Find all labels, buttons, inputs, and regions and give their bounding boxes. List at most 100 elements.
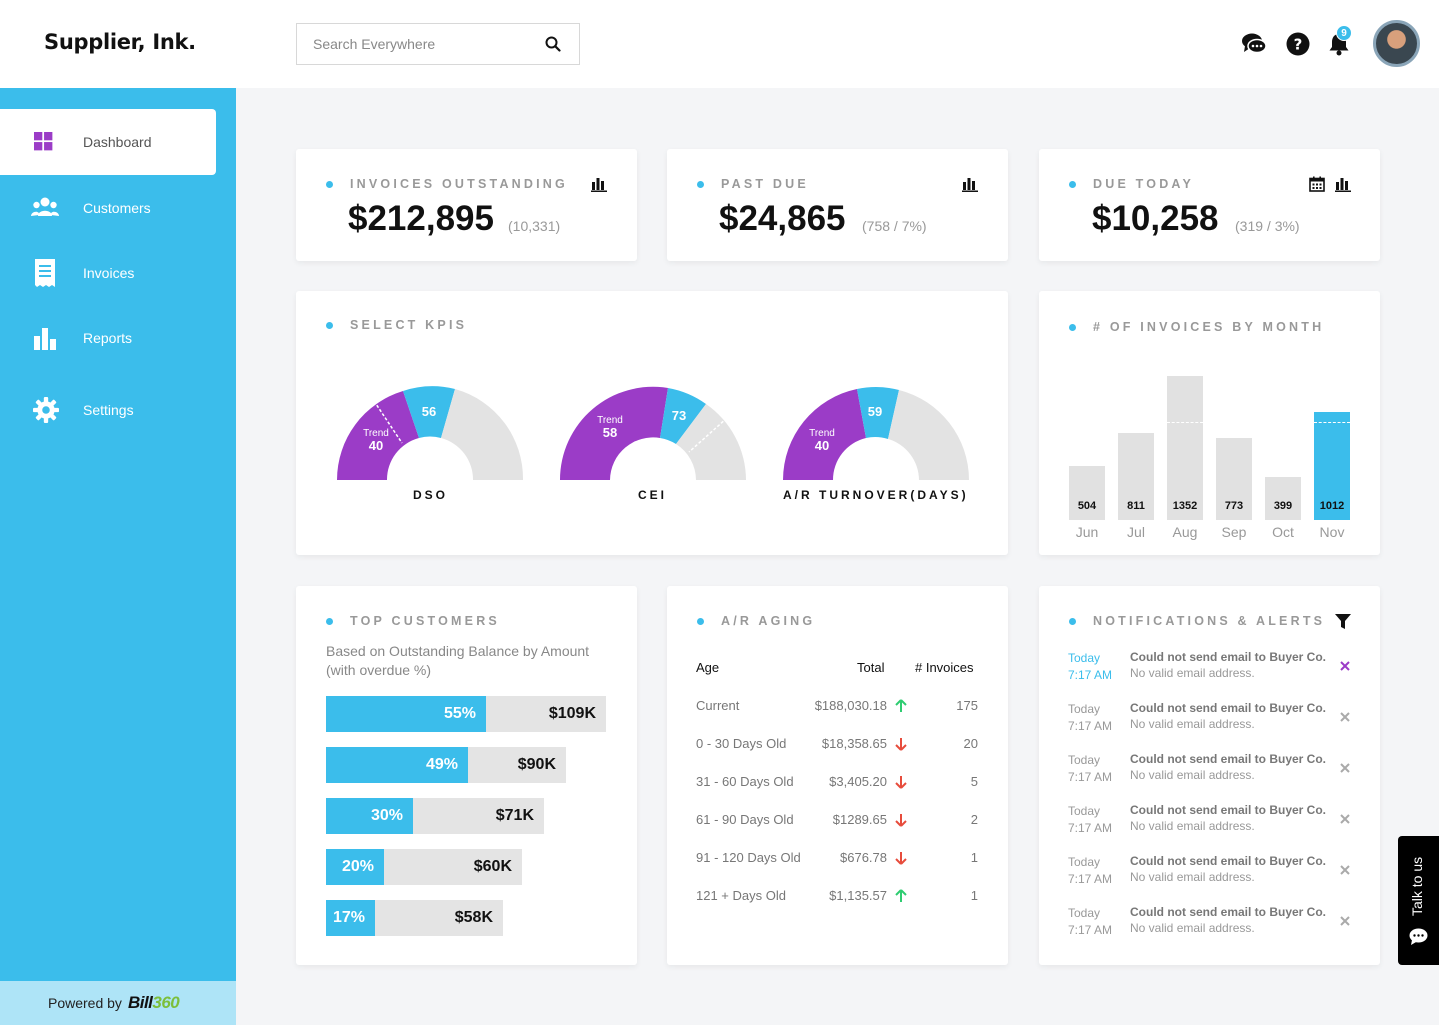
close-icon[interactable] [1340,661,1350,671]
notification-time: Today 7:17 AM [1068,854,1112,888]
month-bar[interactable] [1167,376,1203,520]
aging-age: 61 - 90 Days Old [696,812,794,827]
overdue-percent: 30% [326,798,413,834]
notification-clock: 7:17 AM [1068,770,1113,784]
customer-amount: $71K [495,807,534,824]
customer-bar[interactable]: 17% $58K [326,900,503,936]
bar-chart-icon[interactable] [1335,176,1351,192]
dso-gauge[interactable]: Trend 40 56 [336,386,524,482]
close-icon[interactable] [1340,763,1350,773]
notification-detail: No valid email address. [1130,717,1255,731]
help-icon[interactable]: ? [1285,31,1311,57]
aging-count: 2 [970,812,978,827]
notification-title: Could not send email to Buyer Co. [1130,854,1327,868]
search-icon[interactable] [545,36,561,52]
title-dot [326,322,333,329]
month-bar-value: 811 [1127,500,1145,512]
ar-turnover-label: A/R TURNOVER(DAYS) [783,488,969,502]
sidebar-item-dashboard[interactable]: Dashboard [0,109,216,175]
notification-clock: 7:17 AM [1068,872,1113,886]
notification-message[interactable]: Could not send email to Buyer Co. No vali… [1130,802,1326,834]
aging-count: 20 [963,736,978,751]
search-input[interactable] [297,24,527,64]
ar-trend-value: 40 [815,438,829,453]
aging-total: $1289.65 [832,812,887,827]
ar-turnover-gauge[interactable]: Trend 40 59 [782,386,970,482]
cei-trend-value: 58 [603,425,617,440]
customer-bar[interactable]: 20% $60K [326,849,522,885]
talk-to-us-tab[interactable]: Talk to us [1398,836,1439,965]
dso-trend-label: Trend [363,428,389,439]
title-dot [697,181,704,188]
title-dot [697,618,704,625]
aging-age: 121 + Days Old [696,888,786,903]
cei-gauge[interactable]: Trend 58 73 [559,386,747,482]
notification-detail: No valid email address. [1130,768,1255,782]
search-box[interactable] [296,23,580,65]
notification-message[interactable]: Could not send email to Buyer Co. No vali… [1130,700,1326,732]
month-bar[interactable] [1118,433,1154,520]
notification-time: Today 7:17 AM [1068,701,1112,735]
month-bar[interactable] [1265,477,1301,520]
month-bar[interactable] [1314,412,1350,520]
logo[interactable]: Supplier, Ink. [44,30,196,54]
bar-chart-icon[interactable] [962,176,978,192]
chat-icon[interactable] [1241,31,1267,57]
close-icon[interactable] [1340,916,1350,926]
arrow-up-icon [895,889,907,902]
sidebar-item-settings[interactable]: Settings [0,377,216,443]
notification-time: Today 7:17 AM [1068,905,1112,939]
brand-part-b: 360 [152,993,180,1012]
customer-bar[interactable]: 55% $109K [326,696,606,732]
sidebar-item-customers[interactable]: Customers [0,175,216,241]
notification-day: Today [1068,651,1101,665]
notification-clock: 7:17 AM [1068,719,1113,733]
notification-detail: No valid email address. [1130,921,1255,935]
customer-bar[interactable]: 49% $90K [326,747,566,783]
dso-label: DSO [413,488,449,502]
customer-amount: $109K [548,705,596,722]
overdue-percent: 17% [326,900,375,936]
dso-value: 56 [422,404,436,419]
close-icon[interactable] [1340,712,1350,722]
notification-time: Today 7:17 AM [1068,650,1112,684]
avatar[interactable] [1373,20,1420,67]
sidebar-item-invoices[interactable]: Invoices [0,240,216,306]
aging-age: 0 - 30 Days Old [696,736,787,751]
calendar-icon[interactable] [1309,176,1325,192]
chat-bubble-icon [1409,928,1428,945]
aging-age: 31 - 60 Days Old [696,774,794,789]
sidebar-item-label: Invoices [83,265,135,281]
invoices-outstanding-card[interactable]: INVOICES OUTSTANDING $212,895 (10,331) [296,149,637,261]
arrow-down-icon [895,776,907,789]
notification-title: Could not send email to Buyer Co. [1130,650,1327,664]
notification-day: Today [1068,804,1101,818]
card-title: # OF INVOICES BY MONTH [1093,320,1325,334]
sidebar: Dashboard Customers Invoices Reports Set… [0,88,236,1025]
title-dot [1069,324,1076,331]
notification-message[interactable]: Could not send email to Buyer Co. No vali… [1130,649,1326,681]
past-due-card[interactable]: PAST DUE $24,865 (758 / 7%) [667,149,1008,261]
brand-logo[interactable]: Bill360 [128,993,180,1013]
bar-chart-icon[interactable] [591,176,607,192]
month-bar[interactable] [1069,466,1105,520]
card-title[interactable]: SELECT KPIS [350,318,468,332]
due-today-card[interactable]: DUE TODAY $10,258 (319 / 3%) [1039,149,1380,261]
notification-message[interactable]: Could not send email to Buyer Co. No vali… [1130,751,1326,783]
title-dot [326,181,333,188]
aging-count: 1 [970,888,978,903]
customer-bar[interactable]: 30% $71K [326,798,544,834]
notification-message[interactable]: Could not send email to Buyer Co. No vali… [1130,904,1326,936]
aging-total: $1,135.57 [829,888,887,903]
month-bar[interactable] [1216,438,1252,520]
sidebar-item-reports[interactable]: Reports [0,305,216,371]
powered-by-text: Powered by [48,995,122,1011]
close-icon[interactable] [1340,814,1350,824]
filter-icon[interactable] [1335,614,1351,630]
notification-detail: No valid email address. [1130,819,1255,833]
average-line [1216,422,1252,423]
card-title: DUE TODAY [1093,177,1195,191]
notification-message[interactable]: Could not send email to Buyer Co. No vali… [1130,853,1326,885]
close-icon[interactable] [1340,865,1350,875]
title-dot [326,618,333,625]
